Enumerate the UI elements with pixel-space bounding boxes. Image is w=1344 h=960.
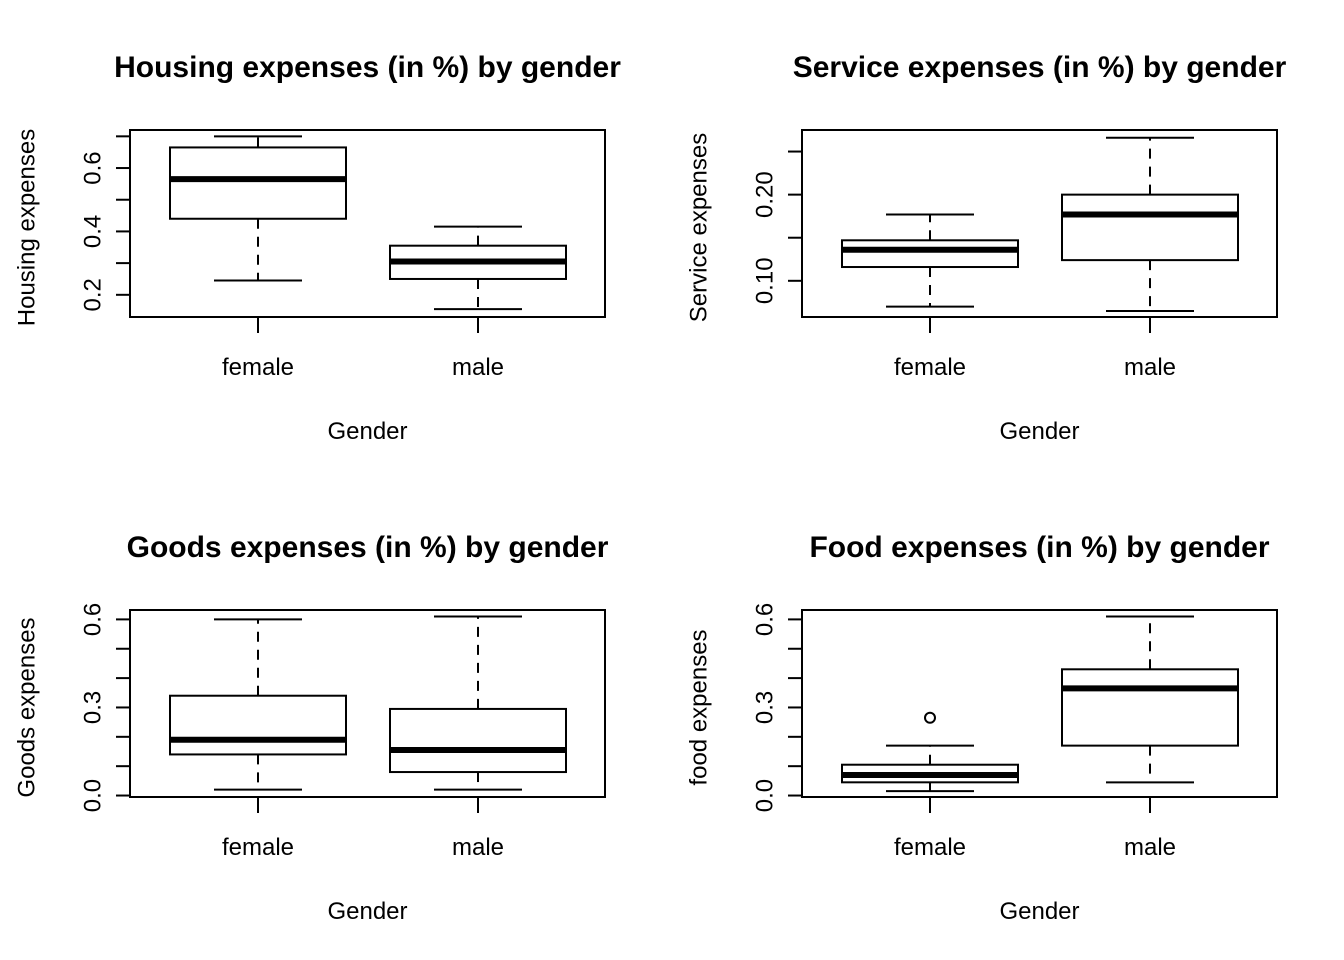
y-axis-label: food expenses bbox=[685, 629, 712, 785]
y-tick-label: 0.0 bbox=[79, 779, 106, 812]
x-axis-label: Gender bbox=[999, 898, 1079, 925]
y-axis-label: Housing expenses bbox=[13, 129, 40, 326]
category-label-male: male bbox=[452, 834, 504, 861]
chart-title: Housing expenses (in %) by gender bbox=[114, 51, 621, 84]
category-label-male: male bbox=[452, 354, 504, 381]
iqr-box bbox=[841, 239, 1019, 269]
x-axis-label: Gender bbox=[327, 898, 407, 925]
iqr-box bbox=[389, 707, 567, 774]
box-male bbox=[389, 615, 567, 791]
y-tick-label: 0.3 bbox=[751, 691, 778, 724]
category-label-male: male bbox=[1124, 354, 1176, 381]
panel-service: Service expenses (in %) by gender Gender… bbox=[685, 51, 1286, 445]
category-label-female: female bbox=[222, 834, 294, 861]
y-tick-label: 0.10 bbox=[751, 257, 778, 304]
x-axis-label: Gender bbox=[327, 418, 407, 445]
box-female bbox=[841, 711, 1019, 793]
outlier-point bbox=[924, 711, 936, 724]
box-female bbox=[169, 618, 347, 791]
y-axis-label: Service expenses bbox=[685, 133, 712, 322]
category-label-female: female bbox=[894, 834, 966, 861]
iqr-box bbox=[1061, 668, 1239, 747]
x-axis-label: Gender bbox=[999, 418, 1079, 445]
chart-title: Goods expenses (in %) by gender bbox=[127, 531, 609, 564]
iqr-box bbox=[169, 694, 347, 756]
box-male bbox=[1061, 136, 1239, 312]
box-male bbox=[1061, 615, 1239, 784]
box-female bbox=[841, 213, 1019, 308]
iqr-box bbox=[1061, 193, 1239, 262]
y-tick-label: 0.3 bbox=[79, 691, 106, 724]
iqr-box bbox=[169, 146, 347, 220]
y-tick-label: 0.6 bbox=[79, 151, 106, 184]
panel-food: Food expenses (in %) by gender Gender fo… bbox=[685, 531, 1278, 925]
y-tick-label: 0.2 bbox=[79, 278, 106, 311]
box-female bbox=[169, 135, 347, 282]
y-tick-label: 0.20 bbox=[751, 171, 778, 218]
category-label-male: male bbox=[1124, 834, 1176, 861]
category-label-female: female bbox=[222, 354, 294, 381]
panel-goods: Goods expenses (in %) by gender Gender G… bbox=[13, 531, 608, 925]
y-tick-label: 0.6 bbox=[751, 603, 778, 636]
panel-housing: Housing expenses (in %) by gender Gender… bbox=[13, 51, 621, 445]
y-tick-label: 0.4 bbox=[79, 215, 106, 248]
y-tick-label: 0.0 bbox=[751, 779, 778, 812]
chart-title: Service expenses (in %) by gender bbox=[793, 51, 1287, 84]
box-male bbox=[389, 225, 567, 311]
category-label-female: female bbox=[894, 354, 966, 381]
y-axis-label: Goods expenses bbox=[13, 617, 40, 797]
y-tick-label: 0.6 bbox=[79, 603, 106, 636]
chart-title: Food expenses (in %) by gender bbox=[809, 531, 1269, 564]
